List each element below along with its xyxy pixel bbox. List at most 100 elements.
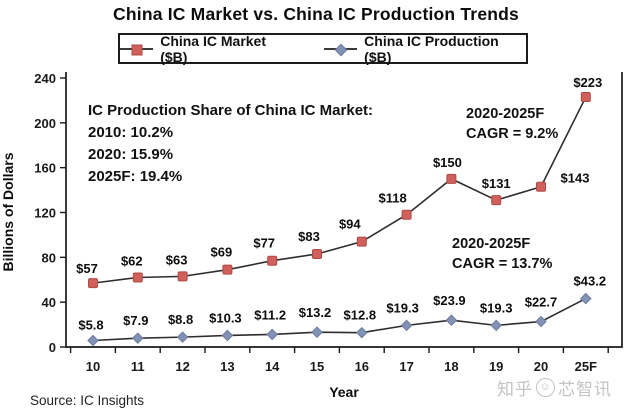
data-label: $150 [433, 155, 462, 170]
data-point-marker [401, 209, 412, 220]
data-label: $77 [253, 236, 275, 251]
cagr-production-annotation: 2020-2025F CAGR = 13.7% [452, 234, 552, 274]
data-label: $13.2 [299, 305, 332, 320]
data-label: $8.8 [168, 312, 193, 327]
share-annotation-2010: 2010: 10.2% [88, 124, 174, 141]
y-tick-label: 80 [42, 250, 56, 265]
data-label: $94 [339, 217, 361, 232]
watermark-logo-icon: ☺ [536, 378, 555, 397]
y-tick-label: 40 [42, 295, 56, 310]
share-annotation-2025: 2025F: 19.4% [88, 168, 183, 185]
y-tick-label: 0 [49, 340, 56, 355]
x-tick-label: 13 [220, 359, 234, 374]
cagr-market-value: CAGR = 9.2% [466, 126, 559, 142]
data-point-marker [491, 195, 502, 206]
source-note: Source: IC Insights [30, 393, 145, 408]
market-line-marker-icon [120, 44, 154, 55]
data-label: $12.8 [344, 308, 377, 323]
x-tick-label: 10 [86, 359, 100, 374]
x-axis-title: Year [329, 384, 359, 400]
data-point-marker [132, 332, 144, 344]
data-label: $22.7 [525, 295, 558, 310]
data-point-marker [445, 314, 458, 327]
y-tick-label: 160 [34, 161, 56, 176]
data-label: $83 [298, 229, 320, 244]
series-market: $57 $62 $63 $69 $77 $83 $94 $118 $150 $131 $143 $22… [76, 75, 602, 289]
cagr-production-value: CAGR = 13.7% [452, 256, 553, 272]
data-point-marker [221, 329, 234, 342]
legend: China IC Market ($B) China IC Production… [118, 32, 528, 65]
x-tick-label: 15 [310, 359, 324, 374]
data-label: $23.9 [433, 293, 466, 308]
watermark-account: 芯智讯 [558, 380, 612, 399]
y-tick-label: 240 [34, 71, 56, 86]
data-point-marker [535, 315, 547, 328]
x-tick-label: 17 [399, 359, 413, 374]
data-point-marker [490, 319, 502, 332]
data-point-marker [266, 328, 278, 341]
series-line [92, 297, 587, 342]
data-point-marker [311, 326, 323, 339]
y-tick-label: 200 [34, 116, 56, 131]
data-label: $5.8 [78, 317, 103, 332]
legend-label-market: China IC Market ($B) [160, 32, 267, 65]
data-point-marker [132, 272, 143, 283]
plot-frame [65, 72, 623, 348]
data-point-marker [446, 173, 457, 184]
data-point-marker [267, 255, 278, 266]
data-label: $19.3 [480, 300, 513, 315]
cagr-production-range: 2020-2025F [452, 236, 531, 252]
series-production: $5.8 $7.9 $8.8 $10.3 $11.2 $13.2 $12.8 $19.3 $23… [78, 274, 607, 347]
production-line-marker-icon [323, 43, 358, 56]
share-annotation-heading: IC Production Share of China IC Market: [88, 102, 374, 119]
data-point-marker [356, 236, 367, 247]
data-label: $19.3 [386, 300, 419, 315]
x-tick-label: 11 [131, 359, 145, 374]
x-tick-label: 19 [489, 359, 503, 374]
share-annotation-2020: 2020: 15.9% [88, 146, 174, 163]
data-point-marker [177, 271, 188, 282]
data-point-marker [312, 248, 322, 259]
data-label: $131 [482, 176, 511, 191]
y-tick-label: 120 [34, 206, 56, 221]
data-label: $62 [121, 254, 143, 269]
legend-label-production: China IC Production ($B) [364, 32, 499, 65]
cagr-market-annotation: 2020-2025F CAGR = 9.2% [466, 104, 558, 144]
data-point-marker [222, 264, 233, 275]
y-axis-title: Billions of Dollars [0, 152, 16, 271]
watermark: 知乎 ☺ 芯智讯 [497, 375, 612, 400]
x-tick-label: 20 [534, 359, 548, 374]
data-point-marker [580, 92, 591, 103]
data-label: $118 [378, 191, 406, 206]
series-line [92, 96, 587, 284]
data-point-marker [87, 334, 99, 347]
data-label: $223 [573, 75, 602, 90]
x-tick-label: 16 [355, 359, 369, 374]
data-point-marker [400, 319, 413, 332]
production-share-annotation: IC Production Share of China IC Market: … [88, 100, 373, 188]
data-label: $7.9 [123, 313, 148, 328]
data-point-marker [580, 292, 592, 305]
x-tick-label: 12 [175, 359, 189, 374]
watermark-site: 知乎 [497, 380, 533, 399]
chart-title: China IC Market vs. China IC Production … [113, 4, 519, 24]
data-label: $143 [561, 171, 590, 186]
data-point-marker [176, 331, 189, 343]
data-label: $69 [211, 245, 233, 260]
x-tick-label: 25F [575, 359, 597, 374]
data-label: $10.3 [209, 310, 242, 325]
data-label: $57 [76, 261, 98, 276]
legend-item-market: China IC Market ($B) [120, 33, 294, 65]
data-point-marker [356, 326, 368, 339]
legend-item-production: China IC Production ($B) [323, 32, 526, 65]
x-tick-label: 18 [444, 359, 458, 374]
cagr-market-range: 2020-2025F [466, 106, 545, 122]
data-label: $63 [166, 252, 188, 267]
data-point-marker [88, 278, 98, 289]
x-tick-label: 14 [265, 359, 280, 374]
data-point-marker [536, 181, 546, 192]
data-label: $11.2 [254, 307, 286, 322]
data-label: $43.2 [574, 274, 607, 289]
